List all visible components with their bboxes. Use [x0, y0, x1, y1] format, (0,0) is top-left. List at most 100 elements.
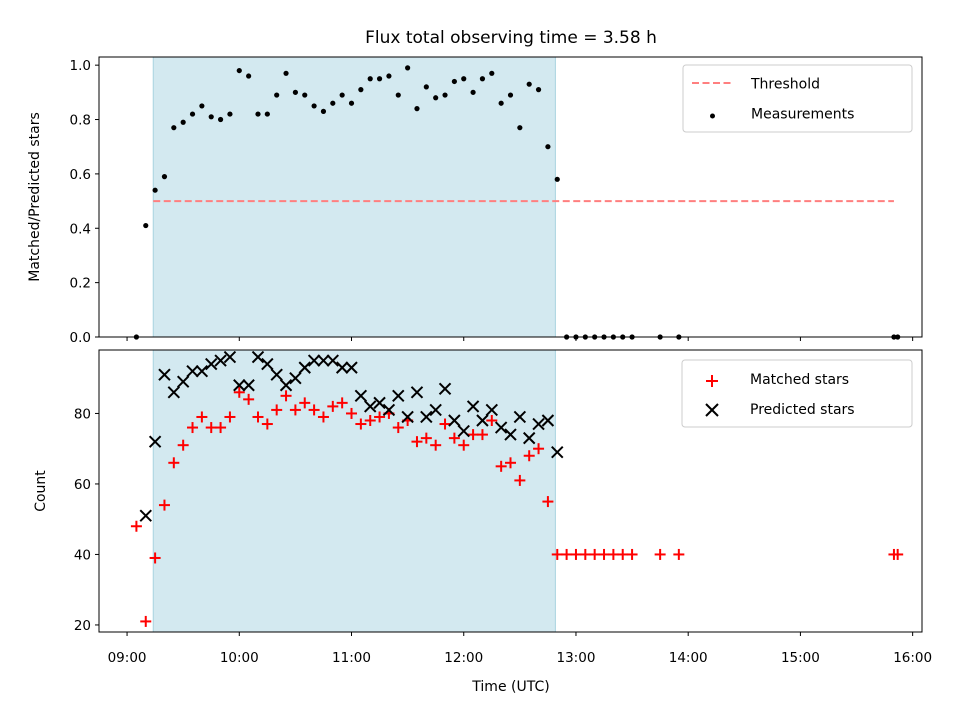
measurement-point — [433, 95, 439, 101]
measurement-point — [442, 92, 448, 98]
x-tick-label: 13:00 — [557, 650, 596, 666]
legend-matched-label: Matched stars — [750, 372, 849, 388]
matched-star-point — [252, 411, 264, 423]
ratio-x-ticks — [126, 337, 914, 341]
matched-star-point — [355, 418, 367, 430]
matched-star-point — [224, 411, 236, 423]
predicted-star-point — [148, 435, 162, 448]
ratio-y-ticks: 0.0 0.2 0.4 0.6 0.8 1.0 — [70, 58, 99, 346]
predicted-star-point — [485, 403, 499, 417]
x-tick-label: 15:00 — [781, 650, 820, 666]
y-tick-label: 20 — [74, 618, 91, 634]
predicted-star-point — [251, 350, 265, 364]
matched-star-point — [392, 422, 404, 434]
measurement-point — [405, 65, 411, 71]
predicted-star-point — [205, 357, 218, 371]
predicted-star-point — [420, 410, 433, 424]
predicted-star-point — [261, 357, 274, 371]
ratio-panel: 0.0 0.2 0.4 0.6 0.8 1.0 Matched/Predicted sta… — [27, 56, 923, 346]
measurement-point — [208, 114, 214, 120]
predicted-star-point — [373, 396, 386, 410]
count-y-axis-label: Count — [33, 470, 49, 512]
predicted-star-point — [457, 424, 470, 438]
count-panel-frame — [98, 349, 923, 633]
predicted-star-point — [223, 350, 237, 364]
matched-star-point — [196, 411, 208, 423]
measurement-point — [283, 70, 289, 76]
matched-star-point — [495, 460, 507, 472]
predicted-star-point — [532, 417, 545, 431]
matched-star-point — [374, 411, 386, 423]
matched-star-point — [561, 548, 573, 560]
matched-star-point — [551, 548, 563, 560]
matched-star-point — [130, 520, 142, 532]
predicted-star-point — [167, 386, 181, 399]
measurement-point — [498, 100, 504, 106]
matched-star-point — [140, 615, 152, 627]
predicted-star-point — [186, 364, 199, 378]
matched-star-point — [233, 386, 245, 398]
matched-star-point — [289, 404, 301, 416]
measurement-point — [161, 174, 168, 180]
predicted-star-point — [307, 354, 321, 367]
y-tick-label: 0.8 — [70, 113, 91, 129]
matched-star-point — [327, 400, 339, 412]
predicted-star-point — [139, 509, 152, 522]
ratio-y-axis-label: Matched/Predicted stars — [27, 112, 43, 282]
matched-star-point — [448, 432, 460, 444]
matched-star-point — [589, 548, 601, 560]
measurement-point — [180, 119, 186, 125]
count-plot-area — [130, 350, 904, 627]
predicted-star-point — [158, 368, 171, 381]
matched-star-point — [533, 443, 545, 455]
count-legend-box — [681, 359, 913, 428]
measurement-point — [507, 92, 514, 98]
matched-star-point — [158, 499, 170, 511]
measurement-point — [526, 81, 532, 87]
chart-title: Flux total observing time = 3.58 h — [365, 28, 657, 48]
measurement-point — [311, 103, 317, 109]
predicted-star-point — [298, 361, 311, 374]
measurement-point — [367, 76, 373, 82]
matched-star-point — [626, 548, 638, 560]
predicted-star-point — [494, 421, 508, 434]
predicted-star-point — [448, 414, 461, 427]
observing-interval-shade — [152, 349, 556, 633]
predicted-star-point — [504, 428, 517, 441]
y-tick-label: 80 — [74, 406, 91, 422]
predicted-star-point — [195, 364, 209, 378]
y-tick-label: 1.0 — [70, 58, 91, 74]
measurement-point — [461, 76, 467, 82]
matched-star-point — [570, 548, 582, 560]
matched-star-point — [215, 422, 227, 434]
measurement-point — [423, 84, 429, 90]
ratio-plot-area — [133, 65, 901, 340]
measurement-point — [414, 106, 420, 112]
matched-star-point — [177, 439, 189, 451]
matched-star-point — [579, 548, 591, 560]
predicted-star-point — [335, 361, 349, 374]
measurement-point — [517, 125, 523, 131]
matched-star-point — [317, 411, 329, 423]
measurement-point — [358, 87, 364, 93]
measurement-point — [217, 116, 224, 123]
x-tick-label: 14:00 — [669, 650, 708, 666]
measurement-point — [489, 70, 495, 76]
predicted-star-point — [289, 371, 302, 385]
matched-star-point — [411, 436, 423, 448]
legend-matched-swatch — [706, 375, 718, 387]
x-tick-label: 12:00 — [444, 650, 483, 666]
measurement-point — [199, 103, 205, 109]
predicted-star-point — [233, 379, 246, 392]
predicted-star-point — [364, 400, 377, 413]
matched-star-point — [892, 548, 904, 560]
legend-measurements-swatch — [710, 113, 715, 119]
measurement-point — [152, 187, 158, 193]
y-tick-label: 0.0 — [70, 330, 91, 346]
measurement-point — [255, 111, 261, 117]
count-y-ticks: 20 40 60 80 — [74, 406, 99, 634]
matched-star-point — [243, 393, 255, 405]
predicted-star-point — [392, 389, 405, 403]
legend-threshold-label: Threshold — [750, 77, 820, 93]
